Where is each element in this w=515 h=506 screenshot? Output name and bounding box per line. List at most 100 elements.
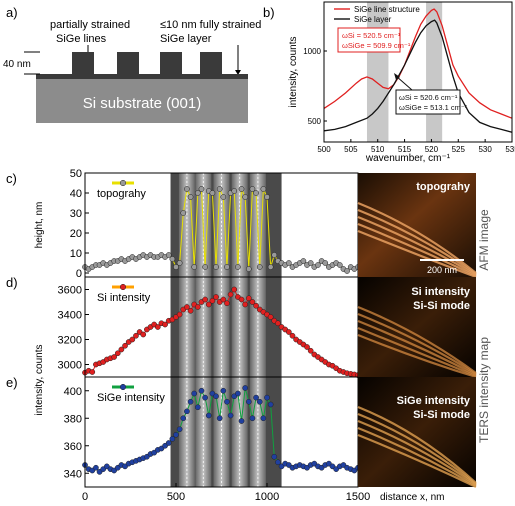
layer-label-1: ≤10 nm fully strained bbox=[160, 19, 261, 31]
annotation-black-arrow bbox=[395, 75, 413, 91]
data-point bbox=[242, 301, 249, 308]
data-point bbox=[205, 301, 212, 308]
y-tick-label: 500 bbox=[308, 117, 322, 126]
lines-label-1: partially strained bbox=[50, 19, 130, 31]
height-label: 40 nm bbox=[3, 59, 31, 70]
image-stripe bbox=[357, 215, 477, 276]
data-point bbox=[264, 394, 270, 401]
data-point bbox=[315, 262, 321, 268]
data-point bbox=[93, 464, 99, 471]
panel-c: c) 0 10 20 30 40 50 height, nm topograhy bbox=[6, 168, 361, 280]
image-stripe bbox=[357, 412, 477, 485]
data-point bbox=[235, 264, 241, 270]
data-point bbox=[198, 387, 205, 394]
data-point bbox=[344, 268, 350, 274]
data-point bbox=[184, 304, 190, 310]
legend-label: Si intensity bbox=[97, 292, 151, 304]
panel-b-letter: b) bbox=[263, 5, 275, 20]
x-tick-label: 525 bbox=[452, 145, 466, 154]
data-point bbox=[198, 186, 205, 192]
image-stripe bbox=[357, 333, 477, 379]
y-tick-label: 3400 bbox=[58, 310, 82, 322]
data-point bbox=[260, 186, 267, 192]
data-point bbox=[191, 264, 198, 270]
image-stripe bbox=[357, 208, 477, 275]
data-point bbox=[253, 190, 259, 196]
spectrum-legend: SiGe line structure SiGe layer bbox=[334, 5, 420, 24]
data-point bbox=[213, 393, 219, 400]
data-point bbox=[180, 210, 187, 216]
data-point bbox=[224, 398, 230, 405]
data-point bbox=[89, 369, 96, 375]
data-point bbox=[184, 408, 190, 415]
panel-letter: e) bbox=[6, 375, 18, 390]
image-column: topograhy 200 nm Si intensity Si-Si mode… bbox=[357, 173, 491, 503]
panel-letter: d) bbox=[6, 275, 18, 290]
data-point bbox=[307, 260, 314, 266]
x-tick-label: 530 bbox=[478, 145, 492, 154]
x-tick-label: 515 bbox=[398, 145, 412, 154]
data-point bbox=[205, 412, 212, 419]
data-point bbox=[176, 311, 183, 318]
legend-label-line-structure: SiGe line structure bbox=[354, 5, 420, 14]
data-point bbox=[220, 387, 227, 394]
data-point bbox=[114, 350, 121, 357]
data-point bbox=[176, 426, 183, 433]
panel-a-letter: a) bbox=[6, 5, 18, 20]
spectrum-x-label: wavenumber, cm⁻¹ bbox=[365, 153, 451, 164]
data-point bbox=[267, 264, 274, 270]
scalebar-label: 200 nm bbox=[427, 265, 457, 275]
image-stripe bbox=[357, 312, 477, 375]
spectrum-frame bbox=[323, 1, 513, 143]
ters-sige-label-2: Si-Si mode bbox=[413, 409, 470, 421]
x-tick-label: 500 bbox=[167, 491, 185, 503]
y-tick-label: 380 bbox=[64, 413, 82, 425]
x-tick-label: 535 bbox=[505, 145, 515, 154]
ters-si-label-1: Si intensity bbox=[411, 286, 471, 298]
data-point bbox=[249, 299, 256, 305]
panel-letter: c) bbox=[6, 171, 17, 186]
x-tick-label: 510 bbox=[371, 145, 385, 154]
image-stripe bbox=[357, 419, 477, 486]
ters-side-label: TERS intensity map bbox=[477, 337, 491, 443]
y-tick-label: 400 bbox=[64, 386, 82, 398]
y-tick-label: 1000 bbox=[303, 47, 321, 56]
data-point bbox=[275, 459, 281, 466]
data-point bbox=[173, 264, 179, 270]
data-point bbox=[336, 262, 343, 268]
shaded-range-1 bbox=[426, 2, 443, 142]
legend-label-layer: SiGe layer bbox=[354, 15, 392, 24]
spectrum-series bbox=[323, 8, 513, 133]
data-point bbox=[245, 266, 252, 272]
sige-line-1 bbox=[72, 52, 94, 74]
data-point bbox=[209, 297, 216, 304]
data-point bbox=[209, 190, 216, 196]
data-point bbox=[249, 186, 256, 192]
sige-line-2 bbox=[117, 52, 139, 74]
data-point bbox=[267, 401, 274, 408]
y-tick-label: 360 bbox=[64, 441, 82, 453]
data-point bbox=[238, 418, 245, 424]
afm-side-label: AFM image bbox=[477, 209, 491, 271]
data-point bbox=[165, 440, 172, 446]
x-tick-label: 505 bbox=[344, 145, 358, 154]
annotation-layer: ωSi = 520.6 cm⁻¹ ωSiGe = 513.1 cm⁻¹ bbox=[394, 73, 468, 115]
lines-label-2: SiGe lines bbox=[56, 33, 107, 45]
data-point bbox=[271, 453, 278, 460]
data-point bbox=[227, 291, 234, 298]
image-stripe bbox=[357, 229, 477, 279]
data-point bbox=[242, 194, 249, 200]
legend-marker bbox=[119, 383, 127, 391]
sige-line-3 bbox=[160, 52, 182, 74]
ters-si-label-2: Si-Si mode bbox=[413, 300, 470, 312]
data-point bbox=[194, 304, 201, 310]
annotation-line-structure: ωSi = 520.5 cm⁻¹ ωSiGe = 509.9 cm⁻¹ bbox=[337, 27, 411, 53]
panel-b-spectrum: b) 500 505 510 515 520 525 530 535 500 1000 wave… bbox=[263, 1, 515, 164]
y-tick-label: 0 bbox=[76, 268, 82, 280]
image-stripe bbox=[357, 305, 477, 374]
annotation-black-line-1: ωSi = 520.6 cm⁻¹ bbox=[399, 93, 458, 102]
y-tick-label: 10 bbox=[70, 248, 82, 260]
data-point bbox=[256, 398, 263, 405]
data-point bbox=[202, 394, 208, 401]
